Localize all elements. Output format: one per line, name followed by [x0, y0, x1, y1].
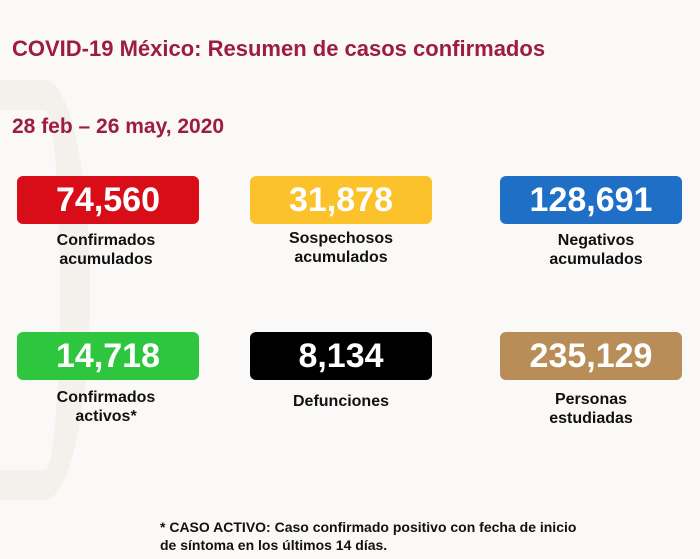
label-line: Sospechosos: [288, 230, 394, 247]
deaths-value-card: 8,134: [250, 332, 432, 380]
footnote-line: de síntoma en los últimos 14 días.: [160, 537, 388, 553]
confirmed-value-card: 74,560: [17, 176, 199, 224]
date-range: 28 feb – 26 may, 2020: [12, 115, 225, 138]
negative-value-card: 128,691: [500, 176, 682, 224]
studied-value-card: 235,129: [500, 332, 682, 380]
label-line: activos*: [75, 408, 137, 425]
active-label: Confirmados activos*: [15, 388, 197, 426]
studied-label: Personas estudiadas: [500, 390, 682, 428]
suspected-value-card: 31,878: [250, 176, 432, 224]
active-value-card: 14,718: [17, 332, 199, 380]
label-line: Confirmados: [56, 389, 156, 406]
label-line: Confirmados: [56, 232, 156, 249]
label-line: acumulados: [294, 249, 388, 266]
deaths-label: Defunciones: [250, 392, 432, 411]
footnote-line: * CASO ACTIVO: Caso confirmado positivo …: [160, 519, 577, 535]
label-line: acumulados: [549, 251, 643, 268]
label-line: acumulados: [59, 251, 153, 268]
confirmed-label: Confirmados acumulados: [15, 231, 197, 269]
label-line: Personas: [554, 391, 628, 408]
page-title: COVID-19 México: Resumen de casos confir…: [12, 36, 546, 61]
label-line: estudiadas: [549, 410, 633, 427]
label-line: Defunciones: [292, 393, 389, 410]
negative-label: Negativos acumulados: [505, 231, 687, 269]
watermark-emblem: [0, 80, 90, 500]
suspected-label: Sospechosos acumulados: [250, 229, 432, 267]
footnote: * CASO ACTIVO: Caso confirmado positivo …: [160, 518, 690, 554]
label-line: Negativos: [557, 232, 635, 249]
